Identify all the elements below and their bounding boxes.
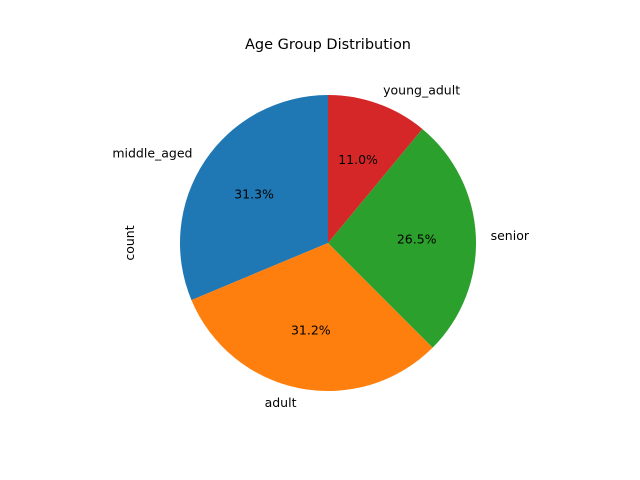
chart-title: Age Group Distribution (245, 37, 411, 53)
slice-label-middle-aged: middle_aged (112, 145, 192, 160)
pie-slice-young-adult (328, 95, 423, 243)
slice-label-adult: adult (265, 395, 297, 410)
pie-labels: middle_aged 31.3% adult 31.2% senior 26.5% you… (112, 82, 530, 410)
slice-percent-young-adult: 11.0% (338, 152, 378, 167)
pie-slice-senior (328, 128, 477, 348)
slice-label-senior: senior (491, 228, 530, 243)
y-axis-label: count (122, 225, 137, 260)
pie-slice-adult (191, 243, 433, 392)
slice-percent-middle-aged: 31.3% (234, 186, 274, 201)
slice-percent-adult: 31.2% (291, 323, 331, 338)
slice-percent-senior: 26.5% (397, 231, 437, 246)
slice-label-young-adult: young_adult (383, 82, 460, 97)
pie-slices (179, 95, 477, 392)
pie-slice-middle-aged (179, 95, 328, 301)
